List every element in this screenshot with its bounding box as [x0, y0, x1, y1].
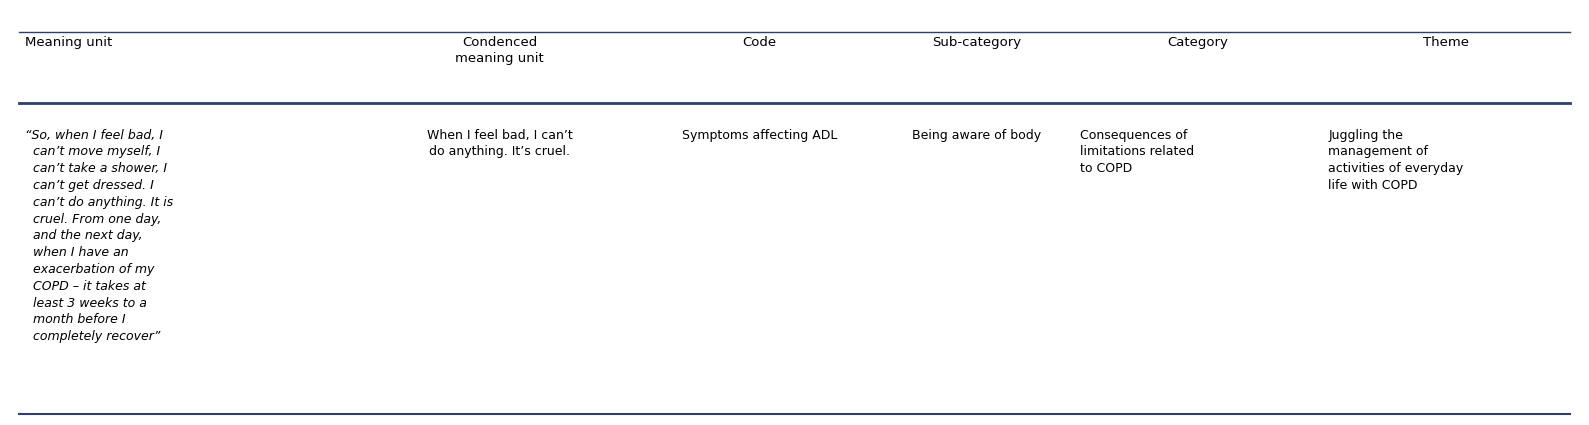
Text: Condenced
meaning unit: Condenced meaning unit — [456, 36, 543, 65]
Text: Category: Category — [1168, 36, 1228, 49]
Text: Juggling the
management of
activities of everyday
life with COPD: Juggling the management of activities of… — [1328, 129, 1463, 192]
Text: Meaning unit: Meaning unit — [25, 36, 113, 49]
Text: When I feel bad, I can’t
do anything. It’s cruel.: When I feel bad, I can’t do anything. It… — [427, 129, 572, 159]
Text: Code: Code — [742, 36, 777, 49]
Text: Sub-category: Sub-category — [933, 36, 1022, 49]
Text: Being aware of body: Being aware of body — [912, 129, 1041, 142]
Text: Theme: Theme — [1424, 36, 1470, 49]
Text: “So, when I feel bad, I
  can’t move myself, I
  can’t take a shower, I
  can’t : “So, when I feel bad, I can’t move mysel… — [25, 129, 173, 343]
Text: Symptoms affecting ADL: Symptoms affecting ADL — [682, 129, 837, 142]
Text: Consequences of
limitations related
to COPD: Consequences of limitations related to C… — [1081, 129, 1195, 175]
